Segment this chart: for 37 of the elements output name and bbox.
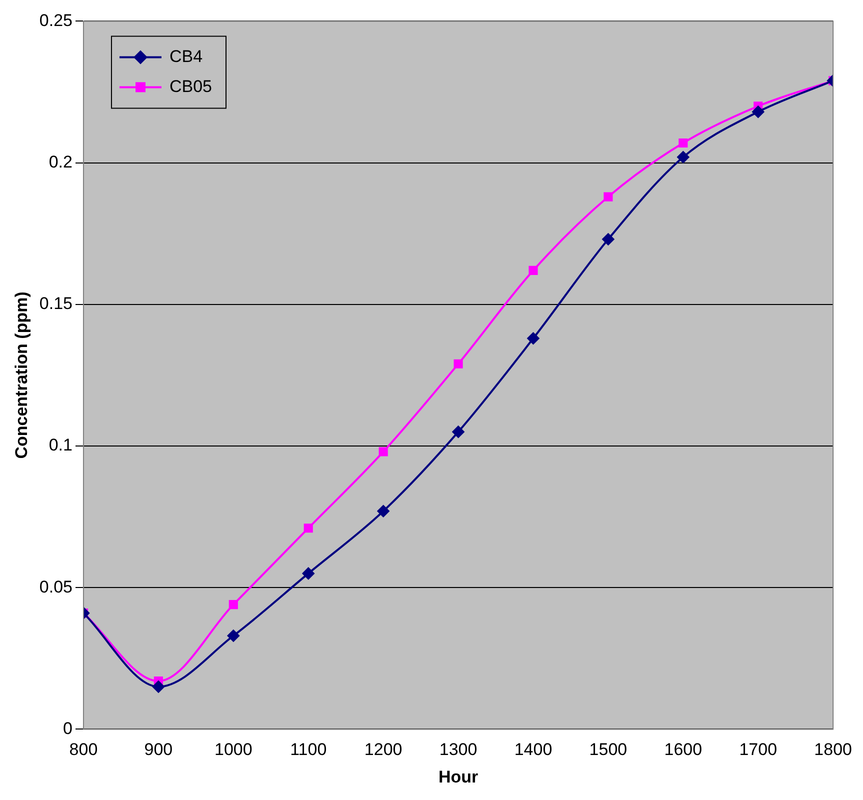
point [304, 524, 313, 533]
x-tick-label: 1700 [739, 740, 778, 760]
point [527, 332, 540, 344]
y-axis-title: Concentration (ppm) [12, 292, 31, 459]
y-tick-label: 0 [63, 718, 72, 738]
point [227, 630, 240, 642]
point [302, 567, 314, 580]
x-axis-title: Hour [438, 767, 478, 786]
x-tick-label: 1500 [589, 740, 628, 760]
x-tick-label: 1000 [214, 740, 252, 760]
x-tick-label: 900 [144, 740, 173, 760]
x-tick-label: 1300 [439, 740, 478, 760]
point [528, 266, 538, 275]
x-tick-label: 1600 [664, 740, 702, 760]
point [377, 505, 390, 518]
legend-label: CB4 [169, 46, 203, 66]
point [752, 106, 764, 118]
point [452, 426, 464, 438]
x-tick-label: 1800 [814, 740, 852, 760]
x-tick-label: 800 [69, 740, 98, 760]
point [454, 359, 463, 368]
point [378, 447, 388, 456]
point [228, 600, 238, 610]
y-tick-label: 0.25 [39, 10, 72, 30]
x-tick-label: 1200 [364, 740, 402, 760]
point [604, 192, 613, 202]
point [152, 680, 164, 693]
y-tick-label: 0.1 [48, 436, 72, 455]
y-tick-label: 0.05 [39, 577, 72, 596]
point [678, 138, 688, 148]
y-tick-label: 0.2 [48, 152, 72, 172]
x-tick-label: 1100 [290, 740, 327, 760]
legend-label: CB05 [169, 76, 212, 96]
point [677, 151, 690, 164]
x-tick-label: 1400 [514, 740, 552, 760]
y-tick-label: 0.15 [39, 294, 72, 314]
point [602, 233, 614, 246]
